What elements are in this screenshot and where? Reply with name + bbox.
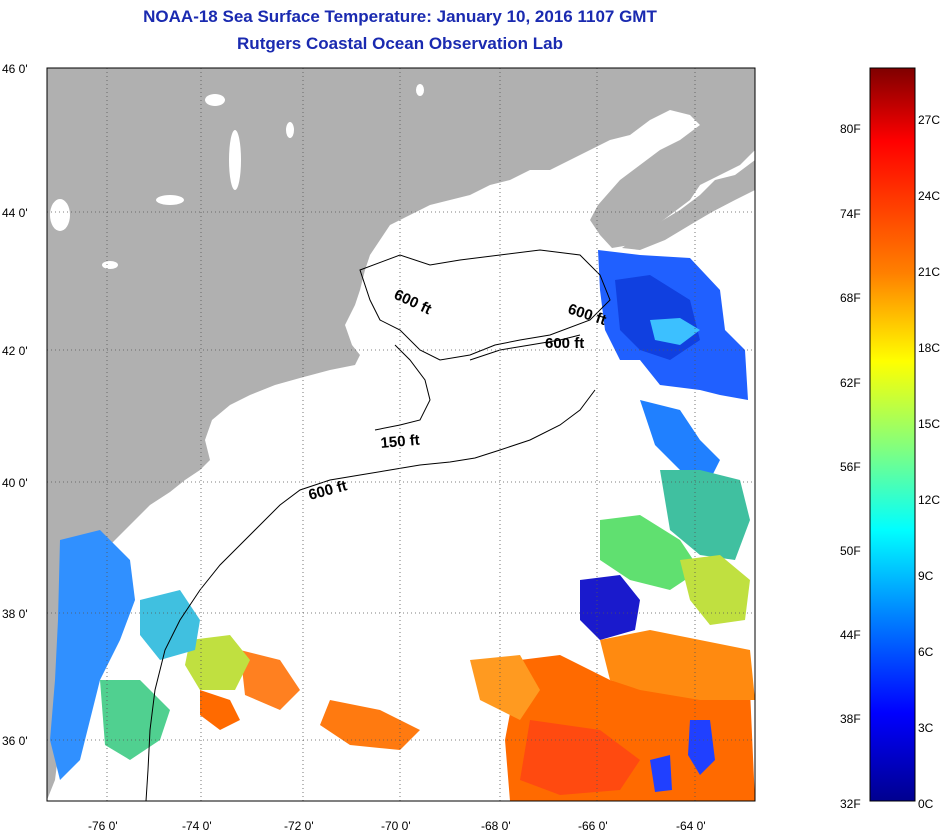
lon-label: -66 0' [578, 819, 608, 833]
colorbar-c-label: 15C [918, 417, 940, 431]
colorbar-c-label: 9C [918, 569, 934, 583]
colorbar [869, 67, 916, 802]
bathymetry-contours [145, 249, 611, 801]
contour-label-150: 150 ft [380, 432, 421, 452]
lat-labels: 46 0' 44 0' 42 0' 40 0' 38 0' 36 0' [2, 62, 28, 748]
colorbar-f-label: 74F [840, 207, 861, 221]
lat-label: 46 0' [2, 62, 28, 76]
lon-label: -74 0' [182, 819, 212, 833]
colorbar-f-label: 56F [840, 460, 861, 474]
lon-label: -68 0' [481, 819, 511, 833]
colorbar-c-label: 6C [918, 645, 934, 659]
colorbar-f-label: 62F [840, 376, 861, 390]
land-nova-scotia [622, 160, 755, 250]
contour-label-600-east: 600 ft [545, 335, 584, 352]
colorbar-c-label: 27C [918, 113, 940, 127]
colorbar-c-label: 0C [918, 797, 934, 811]
lon-label: -76 0' [88, 819, 118, 833]
map-title: NOAA-18 Sea Surface Temperature: January… [143, 7, 657, 26]
lon-label: -72 0' [284, 819, 314, 833]
colorbar-f-label: 80F [840, 122, 861, 136]
lat-label: 44 0' [2, 206, 28, 220]
colorbar-c-label: 24C [918, 189, 940, 203]
lon-labels: -76 0' -74 0' -72 0' -70 0' -68 0' -66 0… [88, 819, 706, 833]
map-subtitle: Rutgers Coastal Ocean Observation Lab [237, 34, 563, 53]
colorbar-c-labels: 27C 24C 21C 18C 15C 12C 9C 6C 3C 0C [918, 113, 940, 811]
lat-label: 40 0' [2, 476, 28, 490]
colorbar-c-label: 18C [918, 341, 940, 355]
colorbar-c-label: 3C [918, 721, 934, 735]
sst-data [50, 250, 755, 801]
colorbar-c-label: 21C [918, 265, 940, 279]
colorbar-f-label: 38F [840, 712, 861, 726]
colorbar-f-label: 68F [840, 291, 861, 305]
land-north-america [47, 68, 755, 800]
lat-label: 38 0' [2, 607, 28, 621]
colorbar-c-label: 12C [918, 493, 940, 507]
colorbar-f-label: 50F [840, 544, 861, 558]
lat-label: 36 0' [2, 734, 28, 748]
colorbar-f-label: 32F [840, 797, 861, 811]
lat-label: 42 0' [2, 344, 28, 358]
lon-label: -70 0' [381, 819, 411, 833]
lon-label: -64 0' [676, 819, 706, 833]
colorbar-f-label: 44F [840, 628, 861, 642]
colorbar-f-labels: 80F 74F 68F 62F 56F 50F 44F 38F 32F [840, 122, 861, 811]
